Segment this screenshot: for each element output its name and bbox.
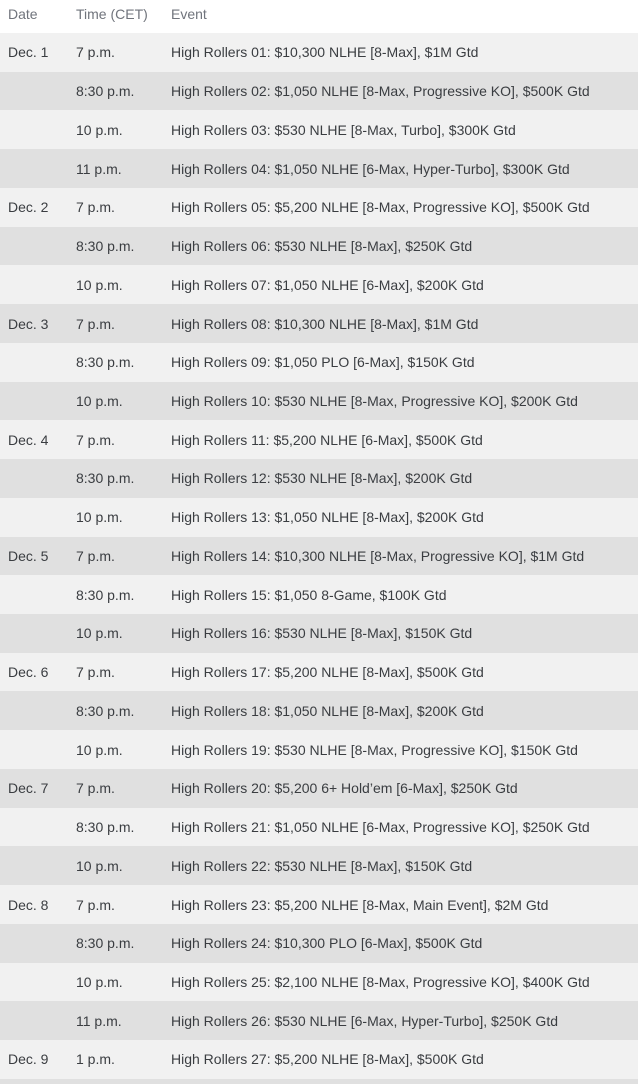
- schedule-row: Dec. 4 7 p.m. High Rollers 11: $5,200 NL…: [0, 420, 638, 460]
- schedule-row: 8:30 p.m. High Rollers 09: $1,050 PLO [6…: [0, 342, 638, 382]
- time-cell: 7 p.m.: [76, 431, 115, 448]
- time-cell: 7 p.m.: [76, 315, 115, 332]
- time-cell: 7 p.m.: [76, 44, 115, 61]
- time-cell: 10 p.m.: [76, 625, 123, 642]
- time-cell: 7 p.m.: [76, 547, 115, 564]
- time-cell: 10 p.m.: [76, 857, 123, 874]
- date-cell: Dec. 4: [8, 431, 49, 448]
- event-cell: High Rollers 18: $1,050 NLHE [8-Max], $2…: [171, 702, 484, 719]
- event-cell: High Rollers 02: $1,050 NLHE [8-Max, Pro…: [171, 83, 590, 100]
- schedule-row: 10 p.m. High Rollers 22: $530 NLHE [8-Ma…: [0, 846, 638, 886]
- event-cell: High Rollers 16: $530 NLHE [8-Max], $150…: [171, 625, 473, 642]
- event-cell: High Rollers 17: $5,200 NLHE [8-Max], $5…: [171, 664, 484, 681]
- schedule-row: 10 p.m. High Rollers 16: $530 NLHE [8-Ma…: [0, 614, 638, 653]
- schedule-row: 8:30 p.m. High Rollers 21: $1,050 NLHE […: [0, 807, 638, 847]
- time-cell: 7 p.m.: [76, 896, 115, 913]
- event-cell: High Rollers 14: $10,300 NLHE [8-Max, Pr…: [171, 547, 585, 564]
- event-cell: High Rollers 12: $530 NLHE [8-Max], $200…: [171, 470, 473, 487]
- date-cell: Dec. 9: [8, 1051, 49, 1068]
- event-cell: High Rollers 04: $1,050 NLHE [6-Max, Hyp…: [171, 160, 570, 177]
- schedule-row: 8:30 p.m. High Rollers 24: $10,300 PLO […: [0, 923, 638, 963]
- schedule-row: 11 p.m. High Rollers 04: $1,050 NLHE [6-…: [0, 149, 638, 188]
- event-cell: High Rollers 21: $1,050 NLHE [6-Max, Pro…: [171, 819, 590, 836]
- schedule-row: 11 p.m. High Rollers 26: $530 NLHE [6-Ma…: [0, 1001, 638, 1041]
- event-cell: High Rollers 22: $530 NLHE [8-Max], $150…: [171, 857, 473, 874]
- time-cell: 10 p.m.: [76, 509, 123, 526]
- time-cell: 7 p.m.: [76, 199, 115, 216]
- schedule-row: 8:30 p.m. High Rollers 12: $530 NLHE [8-…: [0, 459, 638, 498]
- time-cell: 1 p.m.: [76, 1051, 115, 1068]
- event-cell: High Rollers 19: $530 NLHE [8-Max, Progr…: [171, 741, 578, 758]
- schedule-row: 10 p.m. High Rollers 19: $530 NLHE [8-Ma…: [0, 730, 638, 769]
- time-cell: 10 p.m.: [76, 276, 123, 293]
- date-cell: Dec. 1: [8, 44, 49, 61]
- event-cell: High Rollers 07: $1,050 NLHE [6-Max], $2…: [171, 276, 484, 293]
- event-cell: High Rollers 23: $5,200 NLHE [8-Max, Mai…: [171, 896, 549, 913]
- schedule-row: 10 p.m. High Rollers 13: $1,050 NLHE [8-…: [0, 497, 638, 537]
- date-cell: Dec. 8: [8, 896, 49, 913]
- schedule-row: 8:30 p.m. High Rollers 15: $1,050 8-Game…: [0, 575, 638, 615]
- schedule-row: 8:30 p.m. High Rollers 02: $1,050 NLHE […: [0, 71, 638, 111]
- time-cell: 8:30 p.m.: [76, 354, 135, 371]
- schedule-row: Dec. 9 1 p.m. High Rollers 27: $5,200 NL…: [0, 1040, 638, 1079]
- partial-next-row: [0, 1078, 638, 1084]
- schedule-row: Dec. 7 7 p.m. High Rollers 20: $5,200 6+…: [0, 768, 638, 808]
- event-cell: High Rollers 08: $10,300 NLHE [8-Max], $…: [171, 315, 479, 332]
- column-header-date: Date: [8, 6, 38, 22]
- time-cell: 8:30 p.m.: [76, 83, 135, 100]
- date-cell: Dec. 5: [8, 547, 49, 564]
- schedule-row: Dec. 6 7 p.m. High Rollers 17: $5,200 NL…: [0, 652, 638, 692]
- time-cell: 11 p.m.: [76, 1012, 122, 1029]
- date-cell: Dec. 2: [8, 199, 49, 216]
- event-cell: High Rollers 27: $5,200 NLHE [8-Max], $5…: [171, 1051, 484, 1068]
- time-cell: 10 p.m.: [76, 392, 123, 409]
- schedule-row: Dec. 5 7 p.m. High Rollers 14: $10,300 N…: [0, 536, 638, 576]
- time-cell: 7 p.m.: [76, 780, 115, 797]
- time-cell: 8:30 p.m.: [76, 702, 135, 719]
- table-header-row: Date Time (CET) Event: [0, 0, 638, 33]
- time-cell: 10 p.m.: [76, 741, 123, 758]
- event-cell: High Rollers 09: $1,050 PLO [6-Max], $15…: [171, 354, 475, 371]
- time-cell: 8:30 p.m.: [76, 470, 135, 487]
- schedule-row: Dec. 2 7 p.m. High Rollers 05: $5,200 NL…: [0, 187, 638, 227]
- column-header-event: Event: [171, 6, 207, 22]
- time-cell: 11 p.m.: [76, 160, 122, 177]
- time-cell: 8:30 p.m.: [76, 586, 135, 603]
- event-cell: High Rollers 11: $5,200 NLHE [6-Max], $5…: [171, 431, 483, 448]
- date-cell: Dec. 3: [8, 315, 49, 332]
- time-cell: 8:30 p.m.: [76, 935, 135, 952]
- event-cell: High Rollers 06: $530 NLHE [8-Max], $250…: [171, 238, 473, 255]
- schedule-row: 10 p.m. High Rollers 03: $530 NLHE [8-Ma…: [0, 110, 638, 150]
- event-cell: High Rollers 13: $1,050 NLHE [8-Max], $2…: [171, 509, 484, 526]
- date-cell: Dec. 7: [8, 780, 49, 797]
- schedule-row: 8:30 p.m. High Rollers 06: $530 NLHE [8-…: [0, 226, 638, 266]
- event-cell: High Rollers 25: $2,100 NLHE [8-Max, Pro…: [171, 973, 590, 990]
- time-cell: 7 p.m.: [76, 664, 115, 681]
- schedule-row: Dec. 3 7 p.m. High Rollers 08: $10,300 N…: [0, 304, 638, 343]
- event-cell: High Rollers 26: $530 NLHE [6-Max, Hyper…: [171, 1012, 558, 1029]
- time-cell: 8:30 p.m.: [76, 819, 135, 836]
- event-cell: High Rollers 05: $5,200 NLHE [8-Max, Pro…: [171, 199, 590, 216]
- event-cell: High Rollers 20: $5,200 6+ Hold’em [6-Ma…: [171, 780, 518, 797]
- schedule-row: 10 p.m. High Rollers 25: $2,100 NLHE [8-…: [0, 962, 638, 1002]
- time-cell: 8:30 p.m.: [76, 238, 135, 255]
- event-cell: High Rollers 01: $10,300 NLHE [8-Max], $…: [171, 44, 479, 61]
- schedule-row: 10 p.m. High Rollers 07: $1,050 NLHE [6-…: [0, 265, 638, 305]
- schedule-row: Dec. 8 7 p.m. High Rollers 23: $5,200 NL…: [0, 885, 638, 924]
- time-cell: 10 p.m.: [76, 973, 123, 990]
- event-cell: High Rollers 10: $530 NLHE [8-Max, Progr…: [171, 392, 578, 409]
- schedule-row: Dec. 1 7 p.m. High Rollers 01: $10,300 N…: [0, 33, 638, 72]
- schedule-row: 8:30 p.m. High Rollers 18: $1,050 NLHE […: [0, 691, 638, 731]
- event-cell: High Rollers 03: $530 NLHE [8-Max, Turbo…: [171, 121, 516, 138]
- date-cell: Dec. 6: [8, 664, 49, 681]
- column-header-time: Time (CET): [76, 6, 148, 22]
- table-body: Dec. 1 7 p.m. High Rollers 01: $10,300 N…: [0, 33, 638, 1079]
- time-cell: 10 p.m.: [76, 121, 123, 138]
- schedule-row: 10 p.m. High Rollers 10: $530 NLHE [8-Ma…: [0, 381, 638, 421]
- event-cell: High Rollers 15: $1,050 8-Game, $100K Gt…: [171, 586, 447, 603]
- event-cell: High Rollers 24: $10,300 PLO [6-Max], $5…: [171, 935, 483, 952]
